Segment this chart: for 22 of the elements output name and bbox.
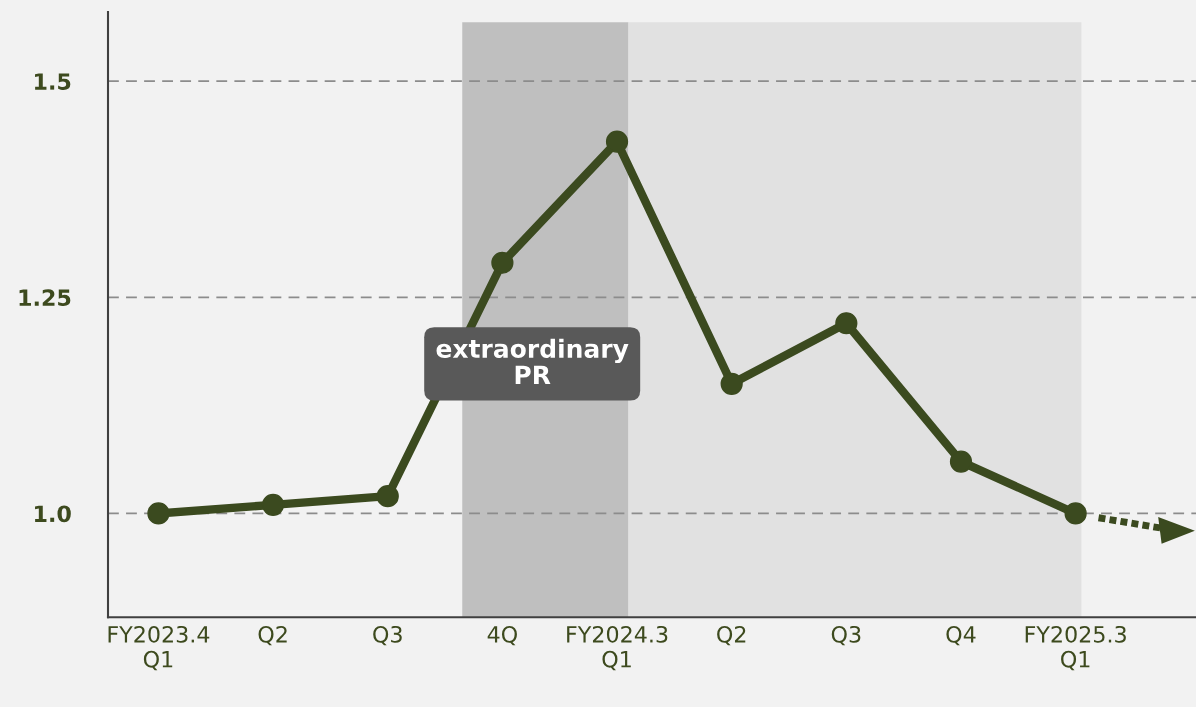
y-tick-label: 1.25 — [19, 289, 71, 307]
x-tick-label: FY2025.3 Q1 — [1025, 625, 1126, 671]
x-tick-label: FY2023.4 Q1 — [108, 625, 210, 671]
point — [605, 130, 629, 153]
x-tick-label: Q3 — [373, 625, 402, 646]
point — [491, 251, 514, 274]
y-tick-label: 1.5 — [35, 73, 71, 90]
x-tick-label: Q3 — [831, 625, 861, 646]
y-tick-label: 1.0 — [35, 505, 71, 523]
x-tick-label: Q4 — [946, 625, 976, 646]
x-tick-label: Q2 — [258, 625, 287, 646]
x-tick-label: Q2 — [717, 625, 746, 646]
point — [1064, 502, 1087, 525]
x-tick-label: FY2024.3 Q1 — [567, 625, 668, 671]
point — [835, 312, 858, 335]
point — [261, 493, 285, 516]
point — [720, 372, 743, 395]
annotation: extraordinary PR — [436, 338, 629, 384]
point — [147, 502, 170, 525]
point — [376, 485, 399, 508]
point — [949, 450, 973, 473]
x-tick-label: 4Q — [487, 625, 517, 646]
